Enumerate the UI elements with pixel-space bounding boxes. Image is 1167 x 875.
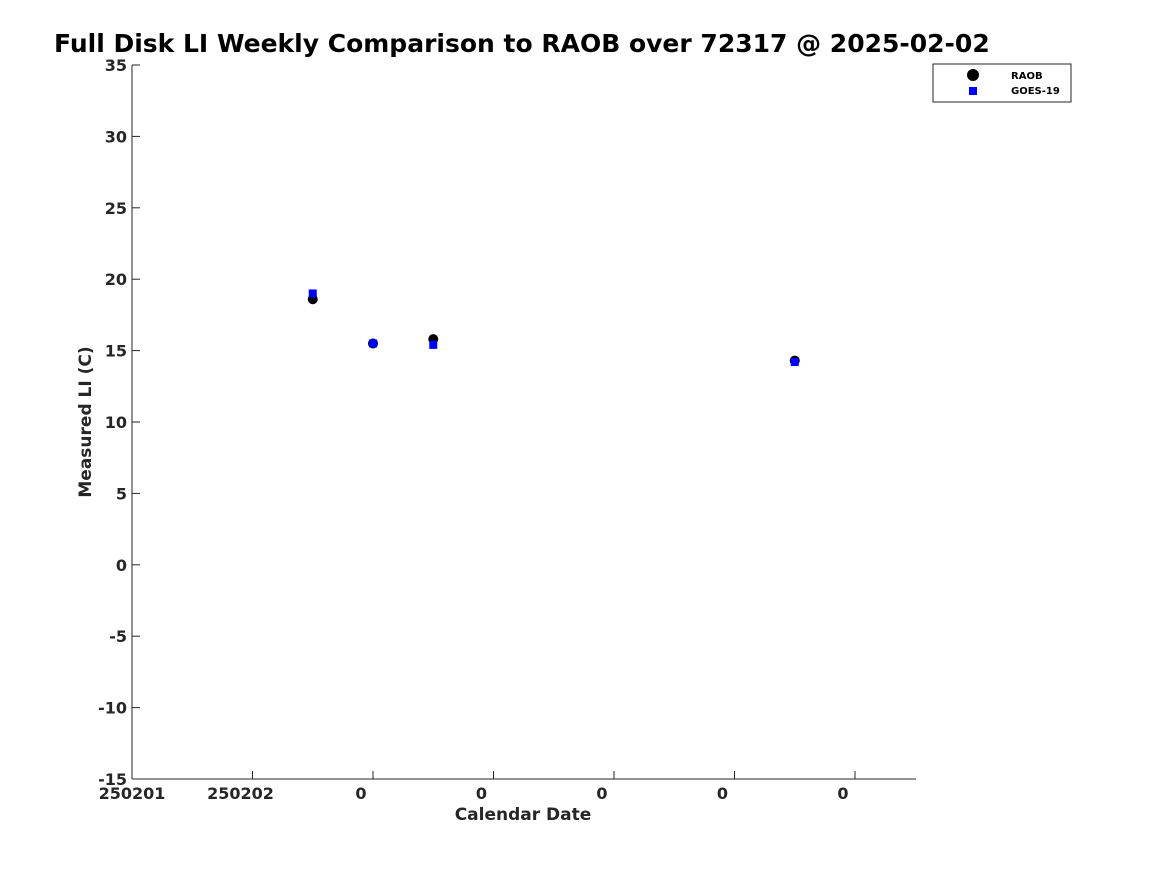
x-tick-label: 0	[476, 784, 487, 803]
y-axis-ticks: 35 30 25 20 15 10 5 0 -5 -10 -15	[98, 56, 140, 789]
legend-goes-marker	[969, 87, 977, 95]
x-tick-label: 250201	[99, 784, 166, 803]
goes-point	[429, 340, 438, 349]
y-tick-label: -10	[98, 699, 127, 718]
goes-point	[369, 339, 377, 348]
y-tick-label: -5	[109, 627, 127, 646]
x-tick-label: 0	[355, 784, 366, 803]
goes-point	[308, 289, 317, 298]
goes-point	[790, 358, 799, 367]
x-axis-ticks: 250201 250202 0 0 0 0 0	[99, 771, 856, 803]
legend: RAOB GOES-19	[932, 63, 1072, 103]
x-axis-label: Calendar Date	[455, 805, 592, 825]
y-tick-label: 5	[116, 484, 127, 503]
legend-raob-marker	[967, 69, 979, 81]
y-tick-label: 35	[105, 56, 127, 75]
y-tick-label: 15	[105, 342, 127, 361]
plot-area	[131, 65, 916, 780]
y-tick-label: 25	[105, 199, 127, 218]
y-axis-label: Measured LI (C)	[76, 346, 96, 497]
legend-goes-label: GOES-19	[1011, 86, 1060, 97]
x-tick-label: 0	[717, 784, 728, 803]
data-series	[307, 289, 800, 367]
y-tick-label: 30	[105, 127, 127, 146]
x-tick-label: 0	[837, 784, 848, 803]
y-tick-label: 0	[116, 556, 127, 575]
legend-raob-label: RAOB	[1011, 71, 1043, 82]
y-tick-label: 20	[105, 270, 127, 289]
legend-box	[932, 63, 1072, 103]
chart-title: Full Disk LI Weekly Comparison to RAOB o…	[54, 29, 990, 58]
x-tick-label: 0	[596, 784, 607, 803]
y-tick-label: 10	[105, 413, 127, 432]
x-tick-label: 250202	[207, 784, 274, 803]
y-tick-label: -15	[98, 770, 127, 789]
